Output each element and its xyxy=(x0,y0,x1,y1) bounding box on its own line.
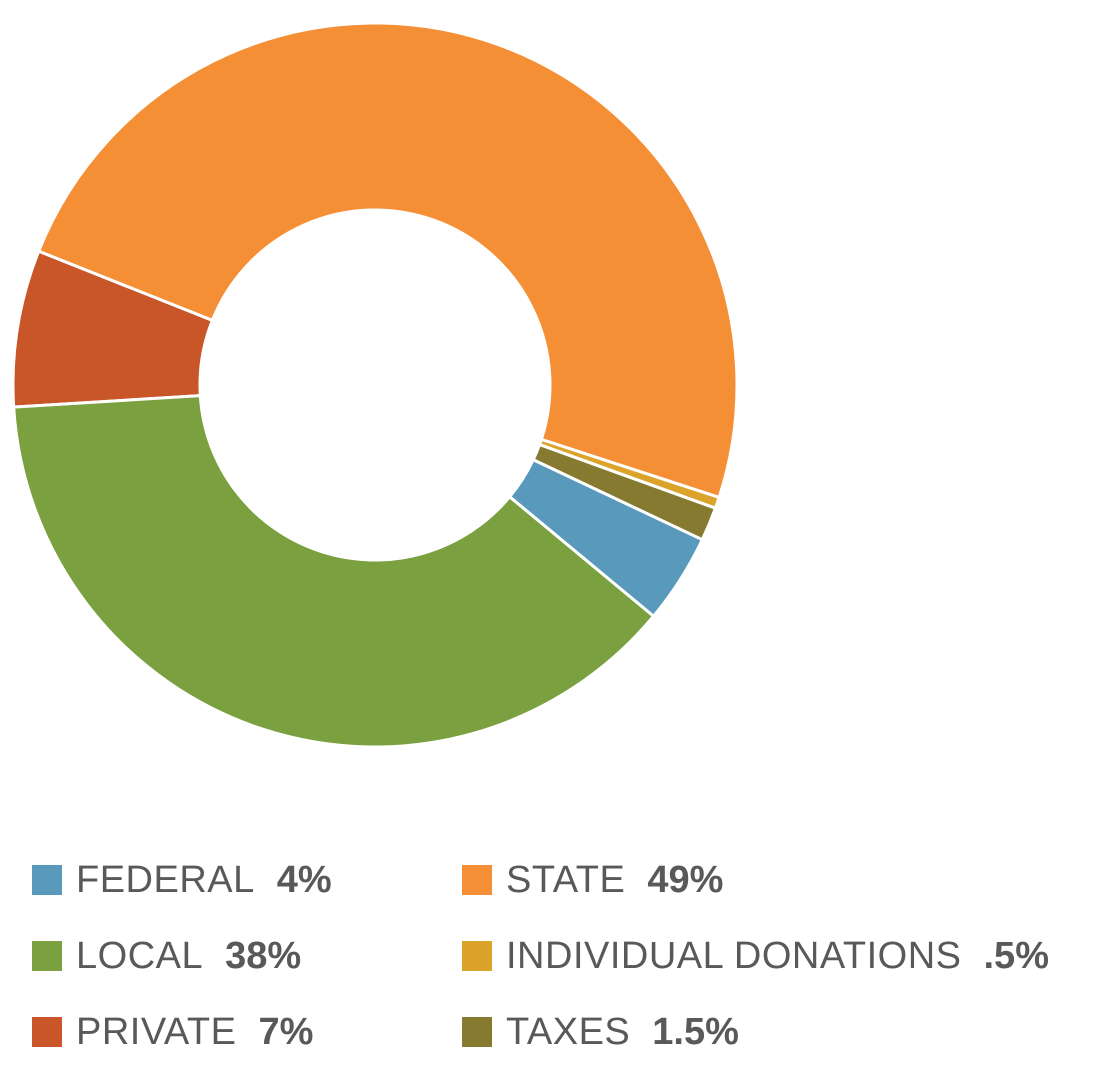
legend-value-donations: .5% xyxy=(983,934,1049,977)
legend-value-state: 49% xyxy=(647,858,724,901)
legend-label-federal: FEDERAL xyxy=(76,858,255,901)
legend-label-private: PRIVATE xyxy=(76,1010,237,1053)
legend-swatch-donations xyxy=(462,941,492,971)
chart-legend: FEDERAL 4% STATE 49% LOCAL 38% INDIVIDUAL DONA… xyxy=(32,850,1092,1060)
legend-value-taxes: 1.5% xyxy=(652,1010,739,1053)
legend-swatch-federal xyxy=(32,865,62,895)
legend-item-federal: FEDERAL 4% xyxy=(32,850,332,910)
legend-swatch-private xyxy=(32,1017,62,1047)
legend-item-private: PRIVATE 7% xyxy=(32,1002,313,1062)
legend-value-private: 7% xyxy=(258,1010,314,1053)
donut-chart xyxy=(11,21,739,749)
legend-swatch-local xyxy=(32,941,62,971)
legend-label-local: LOCAL xyxy=(76,934,204,977)
legend-item-local: LOCAL 38% xyxy=(32,926,301,986)
legend-label-taxes: TAXES xyxy=(506,1010,631,1053)
legend-swatch-state xyxy=(462,865,492,895)
legend-item-donations: INDIVIDUAL DONATIONS .5% xyxy=(462,926,1049,986)
legend-label-state: STATE xyxy=(506,858,626,901)
legend-item-taxes: TAXES 1.5% xyxy=(462,1002,739,1062)
slice-state xyxy=(37,21,739,499)
legend-swatch-taxes xyxy=(462,1017,492,1047)
legend-value-local: 38% xyxy=(225,934,302,977)
legend-value-federal: 4% xyxy=(276,858,332,901)
legend-item-state: STATE 49% xyxy=(462,850,723,910)
slice-local xyxy=(12,394,656,749)
legend-label-donations: INDIVIDUAL DONATIONS xyxy=(506,934,962,977)
